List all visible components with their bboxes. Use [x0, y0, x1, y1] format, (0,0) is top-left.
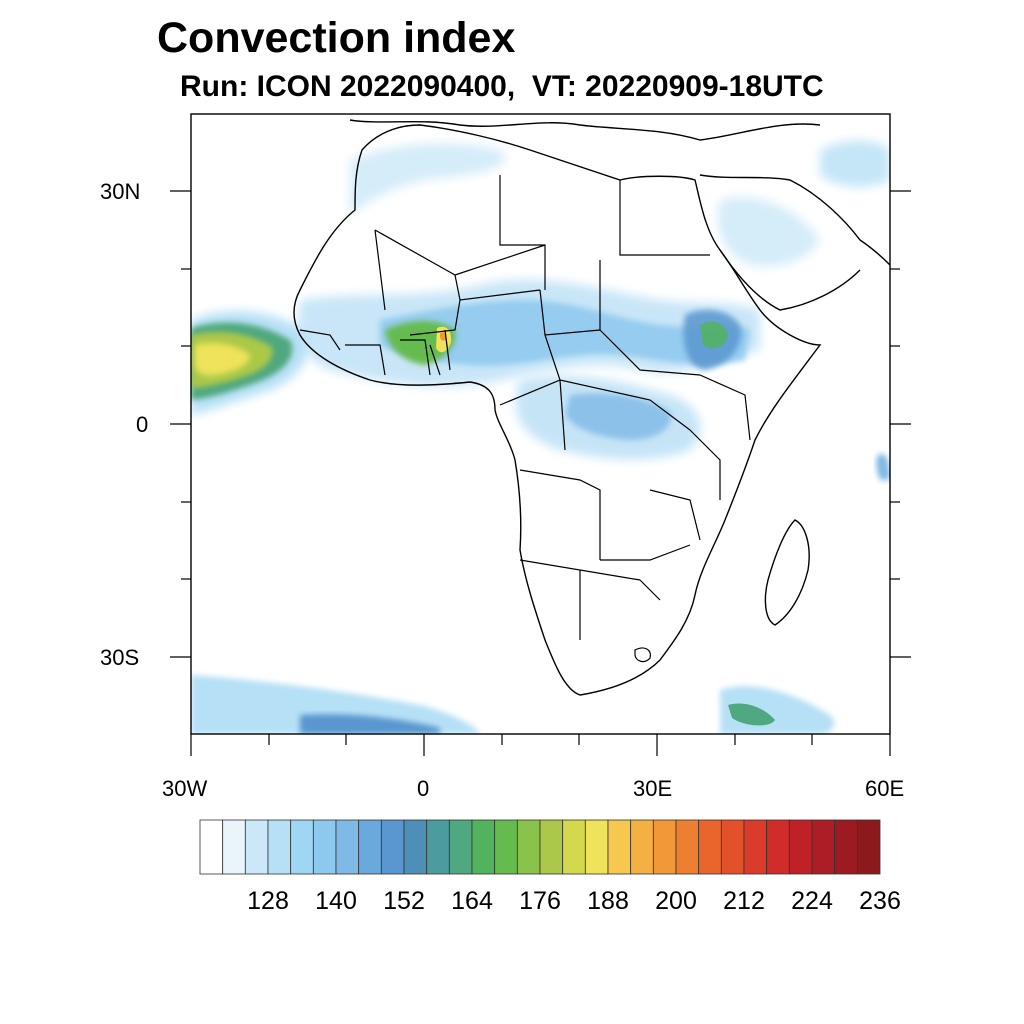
colorbar-tick-label: 140 — [315, 887, 357, 915]
colorbar-tick-label: 188 — [587, 887, 629, 915]
chart-subtitle: Run: ICON 2022090400, VT: 20220909-18UTC — [180, 70, 824, 103]
arabia-coastline — [699, 174, 890, 311]
colorbar-swatch — [403, 819, 428, 875]
border-west-africa — [299, 329, 451, 376]
colorbar-tick-label: 212 — [723, 887, 765, 915]
colorbar-swatch — [630, 819, 654, 875]
colorbar-swatch — [788, 819, 813, 875]
colorbar-swatch — [358, 819, 382, 875]
coastlines — [293, 119, 890, 696]
colorbar-swatch — [244, 819, 269, 875]
colorbar-tick-label: 128 — [247, 887, 289, 915]
colorbar-tick-label: 176 — [519, 887, 561, 915]
shading-iran — [820, 140, 890, 187]
border-lines — [374, 175, 751, 640]
colorbar-swatch — [267, 819, 292, 875]
colorbar-swatch — [675, 819, 700, 875]
colorbar-swatch — [539, 819, 564, 875]
colorbar-swatch — [516, 819, 541, 875]
colorbar-swatch — [426, 819, 450, 875]
colorbar-tick-label: 152 — [383, 887, 425, 915]
colorbar-swatch — [811, 819, 836, 875]
shading-congo-core — [565, 393, 671, 440]
x-tick-label-0: 0 — [417, 776, 430, 801]
chart-title: Convection index — [157, 14, 516, 62]
x-tick-label-60e: 60E — [865, 776, 905, 801]
colorbar-swatch — [380, 819, 405, 875]
colorbar-swatch — [494, 819, 518, 875]
colorbar — [199, 819, 881, 875]
colorbar-swatch — [222, 819, 246, 875]
shading-arabia — [717, 197, 820, 267]
colorbar-swatch — [766, 819, 790, 875]
shading-north-africa — [350, 143, 506, 215]
colorbar-swatch — [607, 819, 632, 875]
colorbar-tick-label: 224 — [791, 887, 833, 915]
shading-south-atlantic — [191, 675, 480, 734]
colorbar-swatch — [199, 819, 224, 875]
colorbar-tick-label: 200 — [655, 887, 697, 915]
shading-ethiopia-green — [700, 321, 728, 349]
colorbar-swatch — [312, 819, 337, 875]
shading-indian-east — [876, 453, 890, 480]
colorbar-swatch — [471, 819, 496, 875]
colorbar-swatch — [743, 819, 768, 875]
colorbar-swatch — [720, 819, 745, 875]
colorbar-swatch — [448, 819, 473, 875]
colorbar-swatch — [335, 819, 360, 875]
europe-coastline — [349, 119, 821, 141]
colorbar-swatch — [584, 819, 609, 875]
madagascar-coastline — [764, 519, 810, 626]
x-tick-label-30w: 30W — [162, 776, 208, 801]
colorbar-swatch — [652, 819, 677, 875]
colorbar-tick-label: 236 — [859, 887, 901, 915]
shading-south-atlantic-core — [300, 714, 440, 734]
shading-guinea-hot — [440, 332, 447, 341]
y-tick-label-0: 0 — [136, 412, 149, 437]
colorbar-swatch — [856, 819, 881, 875]
colorbar-swatch — [834, 819, 858, 875]
country-borders — [299, 175, 751, 663]
x-tick-label-30e: 30E — [633, 776, 673, 801]
colorbar-swatch — [290, 819, 314, 875]
africa-coastline — [293, 124, 822, 696]
colorbar-tick-label: 164 — [451, 887, 493, 915]
colorbar-swatch — [698, 819, 722, 875]
y-tick-label-30n: 30N — [100, 179, 141, 204]
border-lesotho — [634, 647, 651, 663]
shading-atlantic-peak — [195, 343, 250, 376]
colorbar-swatch — [562, 819, 586, 875]
axis-ticks — [170, 190, 911, 756]
shading-south-indian-core — [728, 703, 775, 726]
y-tick-label-30s: 30S — [100, 645, 140, 670]
